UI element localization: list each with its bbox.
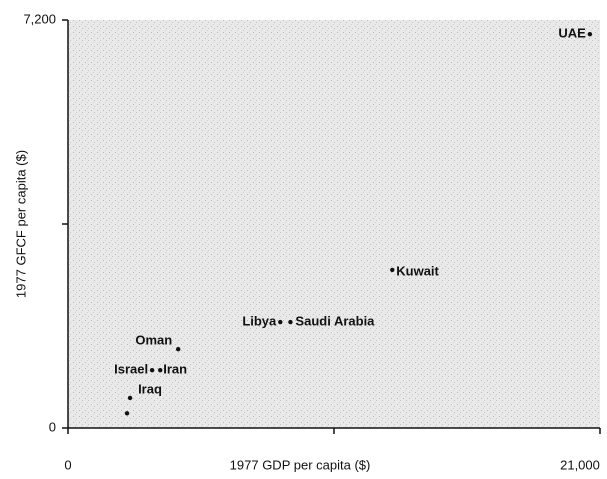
point-label: Kuwait — [396, 263, 439, 278]
point — [176, 347, 181, 352]
y-axis-label: 1977 GFCF per capita ($) — [13, 150, 28, 298]
point — [278, 319, 283, 325]
point — [390, 267, 395, 273]
point-label: UAE — [558, 26, 586, 41]
point-label: Libya — [242, 313, 277, 328]
point-label: Oman — [135, 333, 172, 348]
point-label: Iran — [163, 362, 187, 377]
point-label: Israel — [114, 362, 148, 377]
point — [149, 368, 155, 373]
point-label: Saudi Arabia — [295, 313, 375, 328]
point — [288, 319, 293, 325]
point — [124, 411, 130, 416]
y-tick-label: 0 — [49, 419, 56, 434]
x-axis-label: 1977 GDP per capita ($) — [230, 457, 371, 472]
y-tick-label: 7,200 — [23, 11, 56, 26]
x-tick-label: 21,000 — [560, 457, 600, 472]
point — [587, 31, 593, 37]
plot-background — [68, 20, 600, 428]
x-tick-label: 0 — [64, 457, 71, 472]
point — [127, 395, 133, 401]
point-label: Iraq — [138, 381, 162, 396]
point — [158, 368, 163, 373]
